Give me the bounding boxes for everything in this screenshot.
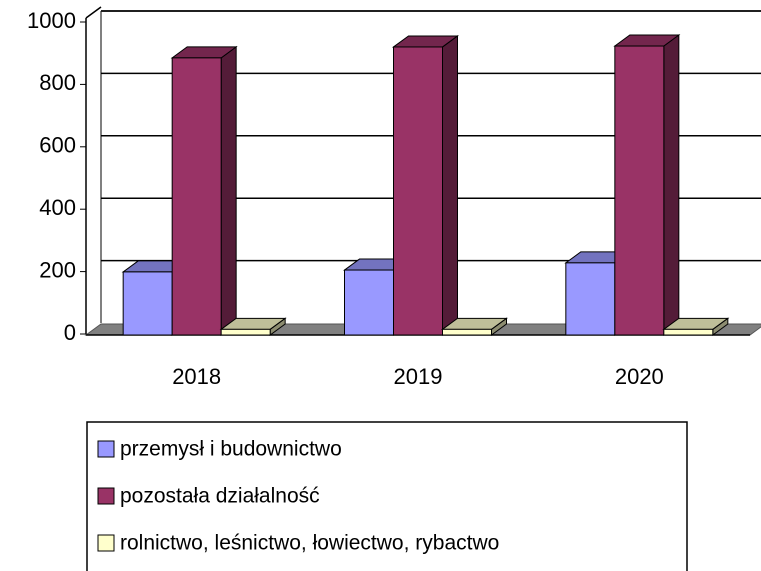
bar	[122, 271, 173, 336]
legend-swatch	[97, 440, 115, 458]
bar-side	[442, 34, 458, 336]
y-tick-label: 1000	[27, 8, 76, 33]
legend-box	[86, 421, 688, 571]
bar-side	[220, 45, 237, 336]
legend-label: rolnictwo, leśnictwo, łowiectwo, rybactw…	[120, 532, 499, 555]
bar	[344, 269, 394, 336]
bar-side	[663, 34, 680, 336]
legend-swatch	[97, 487, 115, 505]
bar	[220, 328, 271, 336]
x-tick-label: 2020	[615, 364, 664, 389]
legend-label: przemysł i budownictwo	[120, 438, 342, 461]
bar	[393, 46, 443, 336]
x-tick-label: 2018	[172, 364, 221, 389]
y-tick-label: 200	[39, 257, 76, 282]
legend-label: pozostała działalność	[120, 485, 320, 508]
bar	[171, 57, 222, 336]
y-tick-label: 0	[64, 320, 76, 345]
bar	[442, 328, 492, 336]
x-tick-label: 2019	[394, 364, 443, 389]
bar	[614, 45, 665, 336]
y-axis-depth	[85, 6, 102, 19]
legend-swatch	[97, 534, 115, 552]
y-tick-label: 400	[39, 195, 76, 220]
bar	[663, 328, 714, 336]
y-tick-label: 800	[39, 70, 76, 95]
y-tick-label: 600	[39, 133, 76, 158]
bar	[565, 262, 616, 336]
